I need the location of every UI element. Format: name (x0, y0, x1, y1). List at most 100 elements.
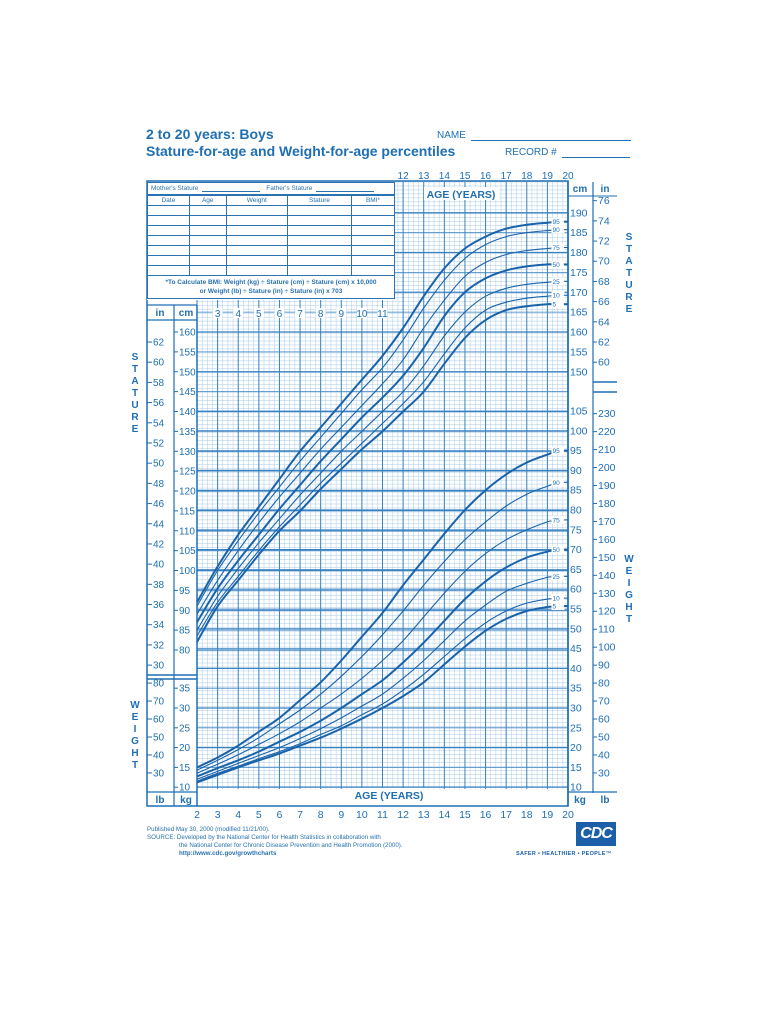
name-field[interactable]: NAME (437, 130, 631, 141)
svg-text:S: S (626, 232, 633, 243)
in-tick-left: 56 (153, 398, 165, 409)
col-date: Date (148, 195, 190, 206)
kg-tick-right: 80 (570, 505, 582, 517)
table-cell[interactable] (188, 245, 227, 256)
svg-text:T: T (626, 614, 632, 625)
in-tick-right: 72 (598, 236, 610, 248)
table-cell[interactable] (148, 205, 190, 216)
kg-tick-left: 10 (179, 783, 191, 794)
lb-tick-right: 140 (598, 570, 616, 582)
table-cell[interactable] (225, 265, 289, 276)
table-cell[interactable] (188, 235, 227, 246)
table-cell[interactable] (351, 245, 394, 256)
mothers-stature-input[interactable] (202, 184, 261, 193)
lb-tick-left: 80 (153, 679, 165, 690)
svg-text:T: T (626, 244, 632, 255)
table-cell[interactable] (351, 215, 394, 226)
table-cell[interactable] (351, 205, 394, 216)
table-cell[interactable] (351, 265, 394, 276)
table-cell[interactable] (188, 265, 227, 276)
table-cell[interactable] (351, 225, 394, 236)
stature-curve-p75 (196, 247, 552, 615)
table-cell[interactable] (188, 255, 227, 266)
table-cell[interactable] (148, 215, 190, 226)
lb-tick-right: 190 (598, 480, 616, 492)
in-tick-left: 58 (153, 378, 165, 389)
cm-tick-right: 150 (570, 366, 588, 378)
kg-tick-left: 25 (179, 723, 191, 734)
svg-text:W: W (624, 554, 634, 565)
table-cell[interactable] (225, 245, 289, 256)
svg-text:U: U (131, 400, 138, 411)
kg-tick-right: 20 (570, 742, 582, 754)
in-header-left: in (156, 308, 165, 319)
stature-curve-p95 (196, 221, 552, 603)
kg-tick-right: 95 (570, 445, 582, 457)
cm-tick-left: 115 (179, 506, 195, 517)
age-tick-bottom: 5 (256, 809, 262, 821)
table-cell[interactable] (188, 225, 227, 236)
table-cell[interactable] (287, 215, 352, 226)
record-field[interactable]: RECORD # (505, 147, 630, 158)
table-cell[interactable] (351, 235, 394, 246)
age-tick-bottom: 7 (297, 809, 303, 821)
in-tick-left: 34 (153, 620, 165, 631)
bmi-note: *To Calculate BMI: Weight (kg) ÷ Stature… (148, 276, 394, 298)
kg-tick-right: 105 (570, 406, 588, 418)
table-cell[interactable] (287, 235, 352, 246)
age-tick-inner: 7 (297, 309, 303, 320)
table-cell[interactable] (225, 205, 289, 216)
cm-tick-right: 190 (570, 207, 588, 219)
table-cell[interactable] (148, 235, 190, 246)
kg-tick-right: 45 (570, 643, 582, 655)
table-cell[interactable] (148, 225, 190, 236)
lb-tick-right: 200 (598, 462, 616, 474)
in-tick-right: 74 (598, 215, 610, 227)
weight-percentile-label: 95 (553, 448, 561, 455)
source-url-link[interactable]: http://www.cdc.gov/growthcharts (179, 850, 277, 857)
title-line-2: Stature-for-age and Weight-for-age perce… (146, 143, 456, 159)
weight-curve-p95 (196, 452, 552, 769)
table-cell[interactable] (287, 245, 352, 256)
table-cell[interactable] (225, 225, 289, 236)
table-cell[interactable] (148, 255, 190, 266)
table-cell[interactable] (225, 215, 289, 226)
record-input-line[interactable] (561, 147, 630, 158)
weight-percentile-label: 25 (553, 574, 561, 581)
in-tick-left: 36 (153, 600, 165, 611)
table-cell[interactable] (351, 255, 394, 266)
svg-text:E: E (132, 712, 139, 723)
table-cell[interactable] (287, 265, 352, 276)
table-cell[interactable] (287, 205, 352, 216)
name-label: NAME (437, 130, 466, 141)
table-header-row: Date Age Weight Stature BMI* (148, 195, 394, 206)
table-row (148, 265, 394, 276)
stature-percentile-label: 25 (553, 279, 561, 286)
cm-tick-left: 145 (179, 387, 196, 398)
name-input-line[interactable] (470, 130, 631, 141)
table-cell[interactable] (148, 245, 190, 256)
table-cell[interactable] (287, 225, 352, 236)
cm-tick-right: 160 (570, 327, 588, 339)
fathers-stature-input[interactable] (316, 184, 375, 193)
svg-text:I: I (628, 578, 631, 589)
table-cell[interactable] (225, 255, 289, 266)
in-tick-left: 52 (153, 438, 165, 449)
table-cell[interactable] (188, 205, 227, 216)
svg-text:T: T (132, 760, 138, 771)
in-tick-right: 68 (598, 276, 610, 288)
age-tick-bottom: 11 (377, 809, 388, 821)
table-cell[interactable] (188, 215, 227, 226)
table-cell[interactable] (225, 235, 289, 246)
weight-percentile-label: 90 (553, 480, 561, 487)
table-cell[interactable] (148, 265, 190, 276)
age-tick-top: 19 (542, 171, 554, 182)
table-cell[interactable] (287, 255, 352, 266)
age-axis-label-top: AGE (YEARS) (427, 189, 496, 201)
kg-tick-left: 35 (179, 684, 191, 695)
age-tick-top: 20 (562, 171, 574, 182)
lb-tick-right: 60 (598, 714, 610, 726)
stature-curve-p25 (196, 281, 552, 631)
svg-text:R: R (625, 292, 633, 303)
